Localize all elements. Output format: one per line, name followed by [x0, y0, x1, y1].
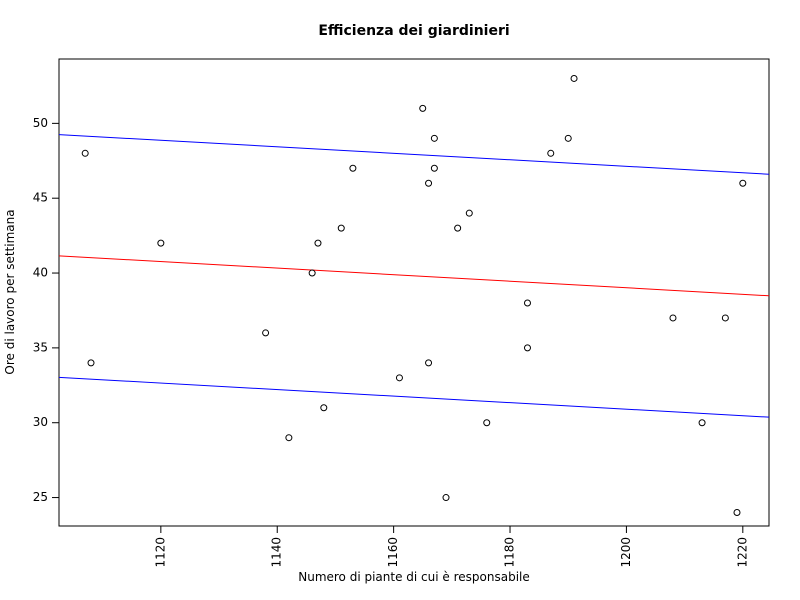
data-point-28 [733, 509, 741, 517]
y-tick-label-4: 45 [33, 191, 48, 205]
y-tick-label-3: 40 [33, 266, 48, 280]
data-point-11 [419, 104, 427, 112]
x-tick-label-1: 1140 [270, 537, 284, 568]
data-point-10 [395, 374, 403, 382]
x-tick-label-0: 1120 [153, 537, 167, 568]
data-point-24 [570, 74, 578, 82]
data-point-6 [314, 239, 322, 247]
y-tick-label-5: 50 [33, 116, 48, 130]
data-point-1 [87, 359, 95, 367]
y-axis-ticks: 25 30 35 40 45 50 [33, 116, 59, 504]
data-point-9 [349, 164, 357, 172]
x-tick-label-3: 1180 [503, 537, 517, 568]
data-point-13 [425, 359, 433, 367]
fit-line-2 [58, 376, 770, 418]
data-point-23 [564, 134, 572, 142]
data-point-16 [442, 494, 450, 502]
data-point-19 [483, 419, 491, 427]
data-point-26 [698, 419, 706, 427]
data-point-4 [285, 434, 293, 442]
data-point-18 [465, 209, 473, 217]
data-point-29 [739, 179, 747, 187]
data-point-8 [337, 224, 345, 232]
data-point-15 [430, 164, 438, 172]
data-point-27 [721, 314, 729, 322]
data-point-0 [81, 149, 89, 157]
y-tick-label-0: 25 [33, 490, 48, 504]
data-point-17 [454, 224, 462, 232]
data-point-20 [523, 299, 531, 307]
data-point-5 [308, 269, 316, 277]
y-tick-label-2: 35 [33, 340, 48, 354]
data-point-25 [669, 314, 677, 322]
x-axis-ticks: 1120 1140 1160 1180 1200 1220 [153, 526, 749, 568]
x-axis-label: Numero di piante di cui è responsabile [298, 570, 530, 584]
y-axis-label: Ore di lavoro per settimana [3, 209, 17, 374]
chart-title: Efficienza dei giardinieri [318, 23, 509, 39]
fit-lines [58, 134, 770, 418]
data-point-2 [157, 239, 165, 247]
data-point-21 [523, 344, 531, 352]
data-point-14 [430, 134, 438, 142]
x-tick-label-2: 1160 [386, 537, 400, 568]
x-tick-label-5: 1220 [735, 537, 749, 568]
plot-frame [58, 58, 770, 527]
data-point-7 [320, 404, 328, 412]
data-point-12 [425, 179, 433, 187]
x-tick-label-4: 1200 [619, 537, 633, 568]
data-points [81, 74, 747, 517]
fit-line-0 [58, 255, 770, 297]
data-point-3 [262, 329, 270, 337]
y-tick-label-1: 30 [33, 415, 48, 429]
fit-line-1 [58, 134, 770, 175]
data-point-22 [547, 149, 555, 157]
